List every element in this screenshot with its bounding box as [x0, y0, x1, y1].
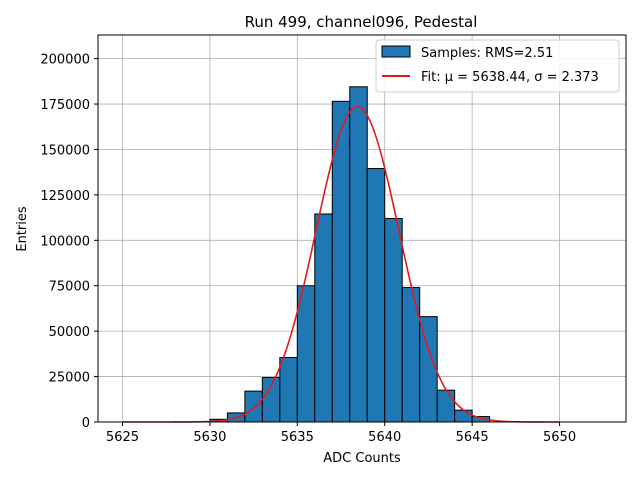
histogram-bar — [384, 218, 403, 423]
histogram-bars — [209, 86, 491, 423]
y-tick-label: 75000 — [49, 280, 90, 295]
histogram-bar — [314, 213, 333, 423]
x-tick-label: 5630 — [193, 430, 226, 445]
plot-frame — [97, 34, 627, 423]
histogram-bar — [296, 285, 316, 423]
x-tick-label: 5640 — [368, 430, 401, 445]
x-tick-label: 5625 — [106, 430, 139, 445]
y-tick-label: 25000 — [49, 371, 90, 386]
legend-box — [375, 39, 620, 93]
histogram-bar — [261, 376, 281, 423]
x-tick-label: 5635 — [281, 430, 314, 445]
y-tick-label: 200000 — [40, 53, 90, 68]
y-tick-label: 150000 — [40, 143, 90, 158]
histogram-bar — [454, 409, 473, 423]
y-tick-label: 100000 — [40, 234, 90, 249]
histogram-bar — [419, 316, 438, 423]
y-tick-label: 50000 — [49, 325, 90, 340]
x-axis: 5625 5630 5635 5640 5645 5650 — [106, 422, 576, 445]
histogram-bar — [349, 86, 368, 423]
y-tick-label: 125000 — [40, 189, 90, 204]
y-tick-label: 175000 — [40, 98, 90, 113]
legend-samples-label: Samples: RMS=2.51 — [421, 46, 553, 61]
y-axis: 0 25000 50000 75000 100000 125000 150000 175000… — [40, 53, 98, 431]
histogram-bar — [366, 168, 386, 423]
x-axis-title: ADC Counts — [323, 451, 401, 466]
x-tick-label: 5650 — [543, 430, 576, 445]
legend-fit-label: Fit: μ = 5638.44, σ = 2.373 — [421, 70, 599, 85]
y-tick-label: 0 — [82, 416, 90, 431]
legend-samples-swatch — [381, 45, 411, 58]
histogram-bar — [279, 357, 298, 423]
chart-title: Run 499, channel096, Pedestal — [245, 13, 478, 31]
histogram-bar — [244, 390, 263, 423]
x-tick-label: 5645 — [456, 430, 489, 445]
y-axis-title: Entries — [15, 206, 30, 252]
legend: Samples: RMS=2.51 Fit: μ = 5638.44, σ = … — [375, 39, 620, 93]
histogram-bar — [436, 389, 456, 423]
